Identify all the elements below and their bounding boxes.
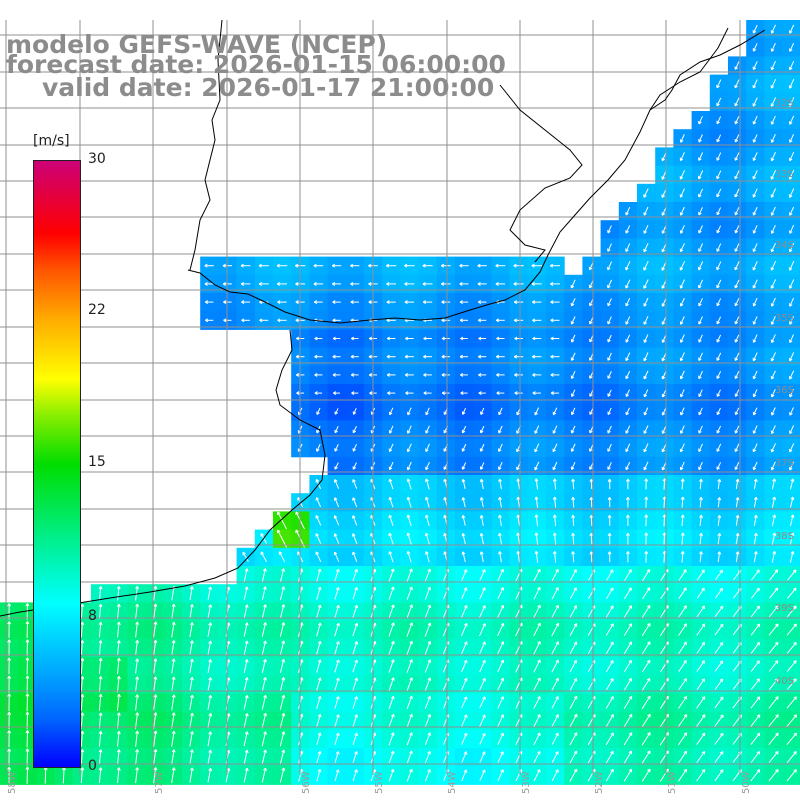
lon-label-50w: 50W xyxy=(741,771,752,794)
lat-label-39s: 39S xyxy=(774,603,794,614)
title-valid-date: valid date: 2026-01-17 21:00:00 xyxy=(42,73,495,102)
lon-label-56w: 56W xyxy=(301,771,312,794)
coastline xyxy=(0,19,766,617)
coastline-argentina xyxy=(0,329,326,617)
lon-label-54w: 54W xyxy=(447,771,458,794)
lon-label-57w: 57W xyxy=(154,771,165,794)
title-model: modelo GEFS-WAVE (NCEP) xyxy=(6,30,388,59)
colorbar-tick-8: 8 xyxy=(88,608,97,624)
colorbar xyxy=(33,160,81,768)
colorbar-tick-0: 0 xyxy=(88,758,97,774)
lon-label-53w: 53W xyxy=(521,771,532,794)
lon-label-55w: 55W xyxy=(374,771,385,794)
lat-lon-grid xyxy=(0,20,800,775)
lat-label-40s: 40S xyxy=(774,676,794,687)
colorbar-tick-30: 30 xyxy=(88,151,106,167)
lat-label-37s: 37S xyxy=(774,458,794,469)
colorbar-unit: [m/s] xyxy=(33,133,70,149)
lat-label-35s: 35S xyxy=(774,313,794,324)
lon-label-58w: 58W xyxy=(7,771,18,794)
title-forecast-date: forecast date: 2026-01-15 06:00:00 xyxy=(6,50,506,79)
colorbar-tick-15: 15 xyxy=(88,454,106,470)
colorbar-tick-22: 22 xyxy=(88,302,106,318)
lat-label-33s: 33S xyxy=(774,169,794,180)
lon-label-52w: 52W xyxy=(594,771,605,794)
coastline-lagoa-mirim xyxy=(499,84,583,263)
lat-label-32s: 32S xyxy=(774,98,794,109)
coastline-uruguay-border xyxy=(189,19,223,271)
lat-label-38s: 38S xyxy=(774,531,794,542)
lat-label-34s: 34S xyxy=(774,240,794,251)
lat-label-36s: 36S xyxy=(774,385,794,396)
coastline-rio-grande xyxy=(649,29,766,111)
wind-arrows xyxy=(7,24,798,784)
lon-label-51w: 51W xyxy=(667,771,678,794)
